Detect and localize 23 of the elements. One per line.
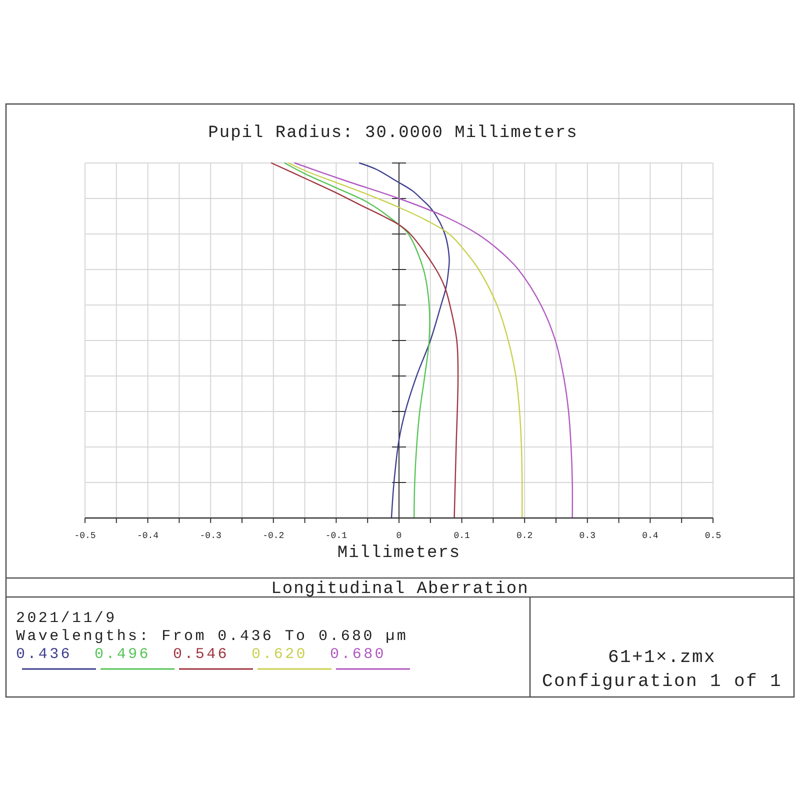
y-axis-title: Pupil Radius: 30.0000 Millimeters bbox=[208, 124, 578, 143]
x-tick-label: 0 bbox=[396, 531, 402, 541]
text: 0.680 bbox=[330, 646, 386, 663]
text: 2021/11/9 bbox=[16, 610, 117, 627]
x-tick-label: 0.2 bbox=[516, 531, 533, 541]
text: 0.546 bbox=[173, 646, 230, 663]
text: 61+1×.zmx bbox=[608, 648, 716, 668]
x-tick-label: -0.4 bbox=[136, 531, 159, 541]
text: 0.620 bbox=[252, 646, 308, 663]
legend-title: Wavelengths: From 0.436 To 0.680 µm bbox=[16, 628, 408, 645]
text: 0.436 bbox=[16, 646, 72, 663]
text: Configuration 1 of 1 bbox=[542, 672, 782, 692]
text: 0.496 bbox=[94, 646, 151, 663]
x-tick-label: 0.1 bbox=[454, 531, 470, 541]
x-tick-label: 0.5 bbox=[704, 531, 722, 541]
text: Longitudinal Aberration bbox=[271, 580, 529, 599]
x-tick-label: 0.4 bbox=[642, 531, 658, 541]
x-tick-label: -0.3 bbox=[200, 531, 222, 541]
x-tick-label: -0.1 bbox=[325, 531, 348, 541]
x-tick-label: 0.3 bbox=[579, 531, 596, 541]
x-tick-label: -0.5 bbox=[74, 531, 96, 541]
x-axis-title: Millimeters bbox=[337, 544, 461, 563]
x-tick-label: -0.2 bbox=[262, 531, 284, 541]
